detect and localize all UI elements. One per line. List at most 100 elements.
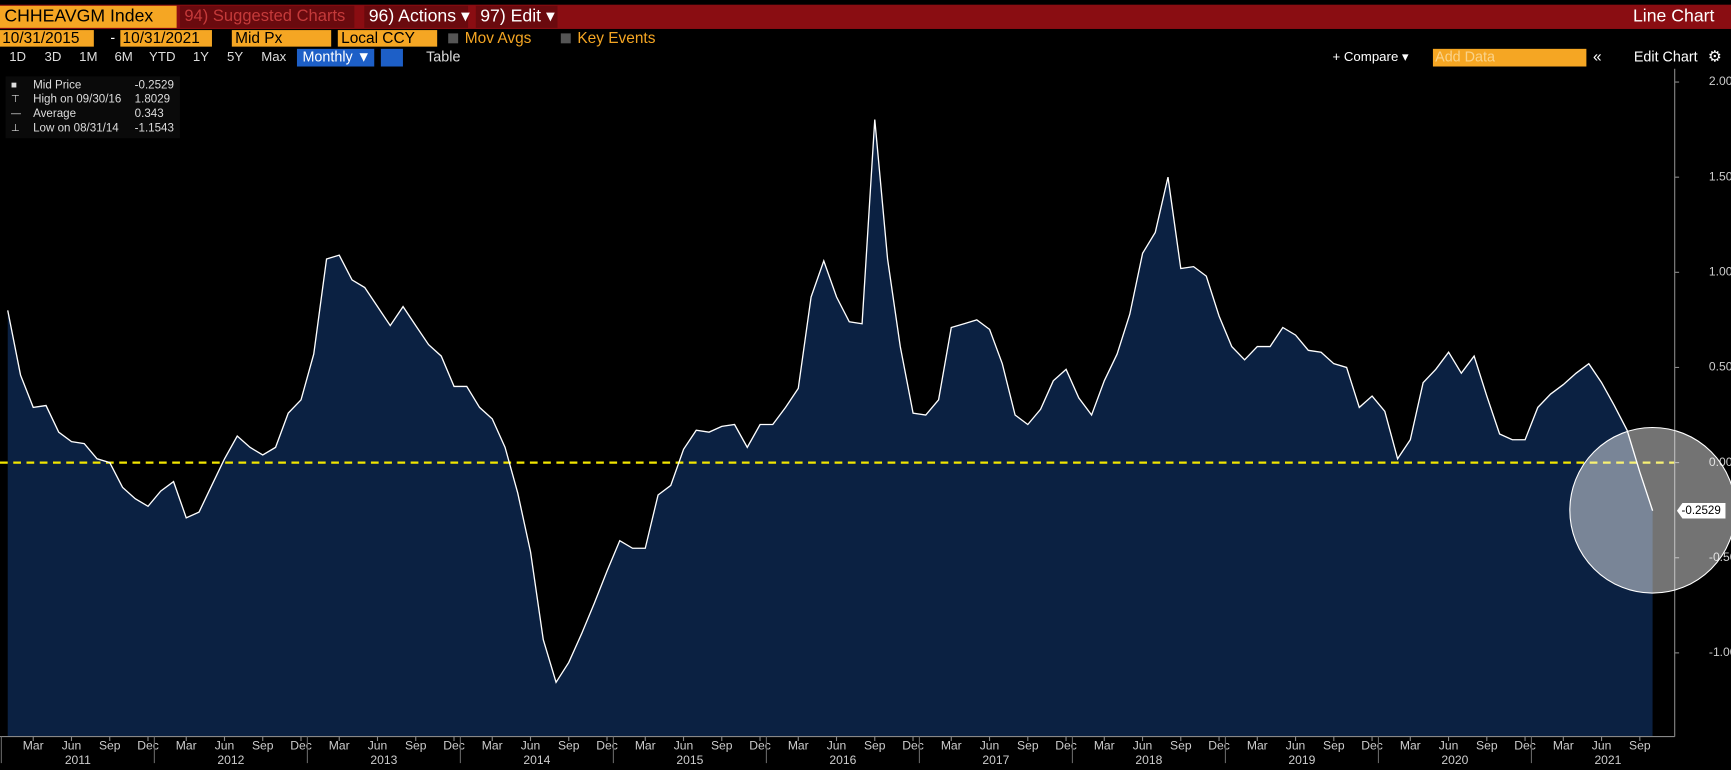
x-tick-label: Mar [788,739,809,753]
legend-value: 1.8029 [135,94,170,106]
x-tick-label: Dec [1208,739,1230,753]
suggested-charts[interactable]: 94) Suggested Charts [184,6,345,25]
chart-icon[interactable] [380,48,403,67]
x-year-label: 2021 [1594,753,1621,767]
x-tick-label: Dec [290,739,312,753]
field[interactable]: Mid Px [235,30,282,47]
x-tick-label: Sep [1476,739,1498,753]
x-year-label: 2011 [65,753,91,767]
period-button[interactable]: 1D [9,49,26,64]
x-year-label: 2015 [676,753,703,767]
date-sep: - [110,31,115,47]
collapse[interactable]: « [1593,49,1602,66]
x-tick-label: Dec [1514,739,1536,753]
x-tick-label: Dec [596,739,618,753]
area [7,119,1653,737]
mov-avgs[interactable]: Mov Avgs [465,30,532,47]
x-tick-label: Sep [711,739,733,753]
edit-chart[interactable]: Edit Chart [1634,49,1698,65]
x-tick-label: Sep [558,739,580,753]
x-tick-label: Mar [482,739,503,753]
actions-button[interactable] [364,5,469,28]
currency-box[interactable] [337,30,438,47]
legend-icon: — [11,109,21,120]
highlight-circle [1569,426,1731,594]
x-year-label: 2019 [1288,753,1315,767]
x-tick-label: Sep [1323,739,1345,753]
x-tick-label: Sep [864,739,886,753]
add-data[interactable]: Add Data [1435,49,1495,65]
settings[interactable]: ⚙ [1708,49,1722,66]
frequency[interactable]: Monthly ▼ [302,49,370,65]
x-tick-label: Mar [23,739,44,753]
x-tick-label: Jun [980,739,1000,753]
x-tick-label: Jun [1286,739,1306,753]
ticker[interactable]: CHHEAVGM Index [4,6,153,26]
table[interactable]: Table [426,49,460,65]
x-tick-label: Sep [1629,739,1651,753]
period-button[interactable]: 1M [79,49,97,64]
x-tick-label: Dec [902,739,924,753]
add-data-box[interactable] [1432,48,1587,67]
period-button[interactable]: 1Y [193,49,209,64]
legend-box [5,76,180,139]
x-tick-label: Dec [137,739,159,753]
suggested-button[interactable] [179,5,355,28]
x-year-label: 2017 [982,753,1009,767]
x-tick-label: Mar [329,739,350,753]
key-events[interactable]: Key Events [577,30,655,47]
legend-label: Average [33,108,76,120]
x-tick-label: Mar [176,739,197,753]
period-button[interactable]: 3D [45,49,62,64]
edit[interactable]: 97) Edit ▾ [480,6,555,26]
currency[interactable]: Local CCY [341,30,415,47]
x-tick-label: Sep [252,739,274,753]
legend-icon: ■ [11,80,17,91]
legend-icon: ⊥ [11,123,20,134]
start-date[interactable]: 10/31/2015 [2,30,79,47]
period-button[interactable]: 5Y [227,49,243,64]
x-tick-label: Sep [405,739,427,753]
x-year-label: 2016 [829,753,856,767]
ticker-box[interactable] [0,5,177,28]
period-button[interactable]: 6M [114,49,132,64]
legend-icon: ⊤ [11,94,20,105]
y-tick-label: 1.50 [1709,169,1731,183]
x-tick-label: Jun [1439,739,1459,753]
legend-label: Mid Price [33,79,81,91]
x-tick-label: Jun [674,739,694,753]
end-date[interactable]: 10/31/2021 [123,30,200,47]
start-date-box[interactable] [0,30,94,47]
x-tick-label: Mar [1553,739,1574,753]
x-tick-label: Mar [1400,739,1421,753]
key-events-check[interactable] [560,33,571,44]
x-tick-label: Jun [62,739,82,753]
field-box[interactable] [231,30,332,47]
x-tick-label: Sep [99,739,121,753]
end-date-box[interactable] [120,30,212,47]
line [7,119,1654,684]
x-tick-label: Jun [215,739,235,753]
x-year-label: 2018 [1135,753,1162,767]
x-year-label: 2014 [523,753,550,767]
y-tick-label: 0.50 [1709,360,1731,374]
y-tick-label: -0.50 [1709,550,1731,564]
x-tick-label: Jun [521,739,541,753]
legend-value: -1.1543 [135,122,174,134]
x-tick-label: Jun [827,739,847,753]
x-tick-label: Dec [749,739,771,753]
actions[interactable]: 96) Actions ▾ [369,6,470,26]
y-tick-label: -1.00 [1709,645,1731,659]
y-tick-label: 1.00 [1709,265,1731,279]
compare[interactable]: + Compare ▾ [1332,49,1409,64]
x-tick-label: Mar [635,739,656,753]
frequency-box[interactable] [296,48,375,67]
period-button[interactable]: YTD [149,49,175,64]
x-year-label: 2012 [217,753,244,767]
chart-kind: Line Chart [1633,6,1715,26]
x-year-label: 2020 [1441,753,1468,767]
period-button[interactable]: Max [261,49,286,64]
mov-avgs-check[interactable] [448,33,459,44]
edit-button[interactable] [475,5,558,28]
